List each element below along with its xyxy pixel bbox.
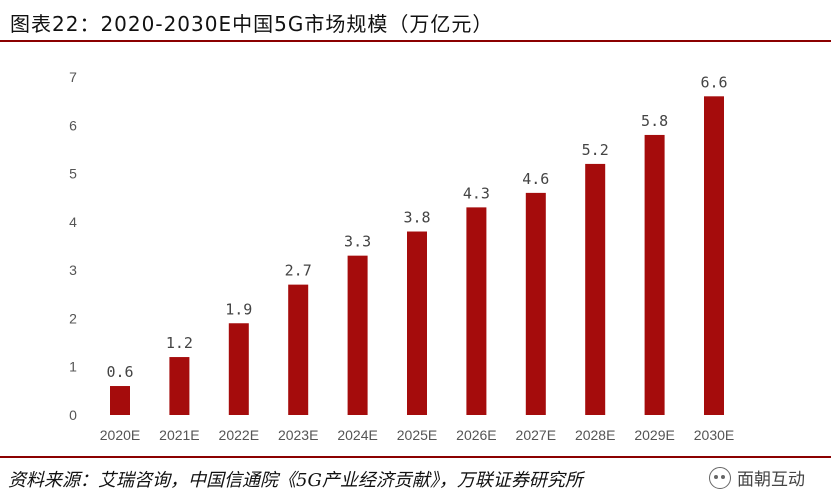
bar xyxy=(585,163,606,415)
x-tick-label: 2021E xyxy=(159,427,199,443)
title-bar: 图表22：2020-2030E中国5G市场规模（万亿元） xyxy=(0,0,831,42)
data-label: 2.7 xyxy=(285,262,312,280)
y-tick-label: 4 xyxy=(69,214,77,230)
data-label: 5.2 xyxy=(582,141,609,159)
bar xyxy=(288,284,309,415)
bar xyxy=(347,255,368,415)
data-label: 1.9 xyxy=(225,300,252,318)
data-labels: 0.6 1.2 1.9 2.7 3.3 3.8 4.3 4.6 5.2 5.8 6.6 xyxy=(106,73,727,381)
y-tick-label: 0 xyxy=(69,407,77,423)
bar xyxy=(407,231,427,415)
data-label: 6.6 xyxy=(700,73,727,91)
y-tick-label: 2 xyxy=(69,310,77,326)
bar xyxy=(110,386,130,415)
watermark-label: 面朝互动 xyxy=(737,470,805,490)
bar xyxy=(704,96,724,416)
x-tick-label: 2025E xyxy=(397,427,437,443)
bars xyxy=(110,96,724,416)
watermark: 面朝互动 xyxy=(709,465,805,490)
bar xyxy=(169,357,190,415)
y-tick-label: 3 xyxy=(69,262,77,278)
x-tick-label: 2024E xyxy=(337,427,377,443)
bar xyxy=(228,323,249,415)
y-tick-label: 7 xyxy=(69,69,77,85)
x-tick-label: 2022E xyxy=(219,427,259,443)
bar xyxy=(525,192,546,415)
x-tick-label: 2030E xyxy=(694,427,734,443)
chart-title: 图表22：2020-2030E中国5G市场规模（万亿元） xyxy=(10,12,494,36)
y-tick-label: 5 xyxy=(69,166,77,182)
data-label: 1.2 xyxy=(166,334,193,352)
data-label: 4.3 xyxy=(463,184,490,202)
x-tick-label: 2020E xyxy=(100,427,140,443)
x-tick-label: 2028E xyxy=(575,427,615,443)
wechat-icon xyxy=(709,466,731,489)
bar xyxy=(466,207,487,415)
bar-chart: 0 1 2 3 4 5 6 7 0.6 1.2 1.9 2.7 3.3 3.8 4.3 4.6 5.2 5.8 6… xyxy=(69,69,734,443)
x-tick-label: 2026E xyxy=(456,427,496,443)
x-tick-label: 2027E xyxy=(516,427,556,443)
data-label: 0.6 xyxy=(106,363,133,381)
x-tick-label: 2029E xyxy=(634,427,674,443)
y-axis-ticks: 0 1 2 3 4 5 6 7 xyxy=(69,69,77,423)
x-tick-label: 2023E xyxy=(278,427,318,443)
y-tick-label: 1 xyxy=(69,359,77,375)
source-note: 资料来源：艾瑞咨询，中国信通院《5G产业经济贡献》，万联证券研究所 xyxy=(8,470,583,491)
data-label: 3.8 xyxy=(403,209,430,227)
data-label: 4.6 xyxy=(522,170,549,188)
x-axis-ticks: 2020E 2021E 2022E 2023E 2024E 2025E 2026E 2027E… xyxy=(100,427,734,443)
data-label: 3.3 xyxy=(344,233,371,251)
bar xyxy=(644,134,665,415)
footer: 资料来源：艾瑞咨询，中国信通院《5G产业经济贡献》，万联证券研究所 面朝互动 xyxy=(0,456,831,496)
y-tick-label: 6 xyxy=(69,117,77,133)
data-label: 5.8 xyxy=(641,112,668,130)
